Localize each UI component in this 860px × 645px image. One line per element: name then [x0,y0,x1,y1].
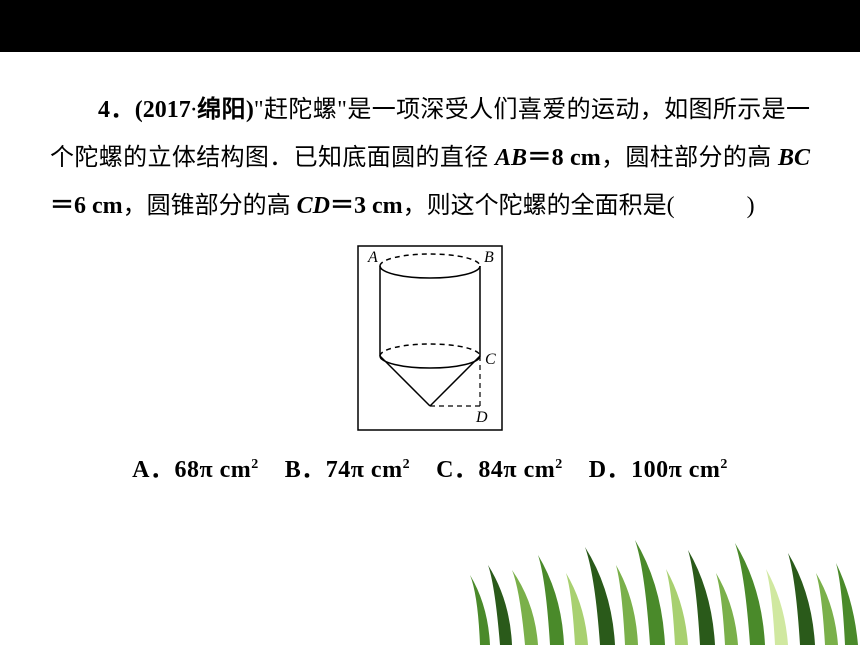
bot-ellipse-back [380,344,480,356]
cone-right [430,356,480,406]
quote-open: " [254,97,264,123]
opt-B-label: B． [285,457,326,483]
source-prefix: (2017 [135,97,191,123]
content-area: 4．(2017·绵阳)"赶陀螺"是一项深受人们喜爱的运动，如图所示是一个陀螺的立… [0,52,860,484]
cone-left [380,356,430,406]
label-C: C [485,351,496,368]
eq-CD: ＝3 cm [330,193,403,219]
quote-close: " [337,97,347,123]
label-A: A [367,249,378,266]
eq-AB: ＝8 cm [527,145,601,171]
top-ellipse-back [380,254,480,266]
var-CD: CD [297,193,330,219]
opt-A-value: 68π cm [174,457,251,483]
opt-C-label: C． [436,457,478,483]
opt-B-sup: 2 [403,457,411,472]
label-D: D [475,409,488,426]
opt-A-label: A． [132,457,174,483]
top-ellipse-front [380,266,480,278]
var-BC: BC [778,145,810,171]
label-B: B [484,249,494,266]
problem-paragraph: 4．(2017·绵阳)"赶陀螺"是一项深受人们喜爱的运动，如图所示是一个陀螺的立… [50,86,810,230]
text3: ，圆锥部分的高 [123,193,297,219]
opt-D-sup: 2 [720,457,728,472]
source-location: 绵阳) [197,97,254,123]
eq-BC: ＝6 cm [50,193,123,219]
spinning-top-diagram: A B C D [330,238,530,438]
diagram-container: A B C D [50,238,810,443]
opt-D-value: 100π cm [631,457,720,483]
text2: ，圆柱部分的高 [601,145,778,171]
options-row: A．68π cm2 B．74π cm2 C．84π cm2 D．100π cm2 [50,449,810,484]
problem-number: 4． [98,97,135,123]
quote-text: 赶陀螺 [264,97,337,123]
bot-ellipse-front [380,356,480,368]
grass-decoration [440,535,860,645]
opt-A-sup: 2 [251,457,259,472]
opt-C-value: 84π cm [478,457,555,483]
opt-C-sup: 2 [555,457,563,472]
opt-B-value: 74π cm [326,457,403,483]
opt-D-label: D． [589,457,631,483]
top-black-bar [0,0,860,52]
var-AB: AB [495,145,527,171]
text4: ，则这个陀螺的全面积是( ) [403,193,755,219]
